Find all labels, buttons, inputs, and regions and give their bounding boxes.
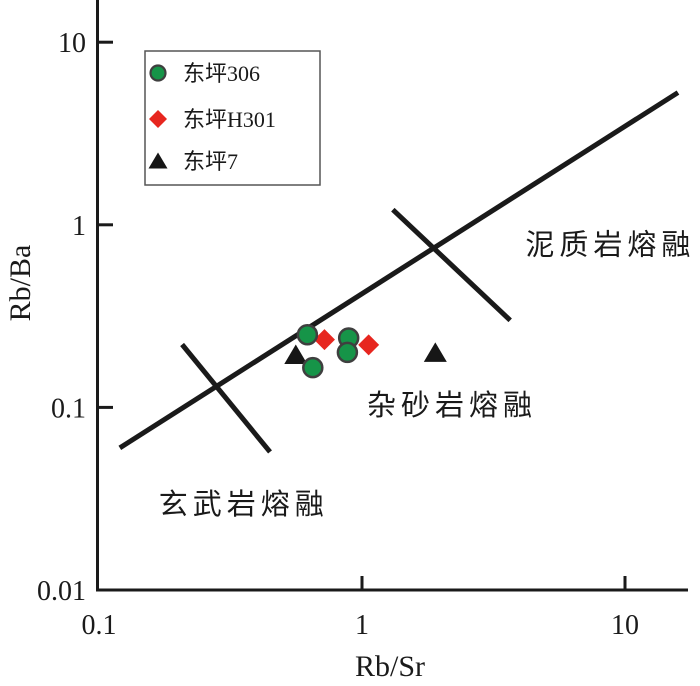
x-axis-title: Rb/Sr [355,650,425,683]
data-point-triangle [284,344,308,364]
y-tick-label: 10 [58,28,86,59]
melting-trend-line [118,90,680,451]
data-point-circle [336,341,359,364]
legend-marker-triangle [148,152,168,169]
legend-box [144,50,321,186]
legend-item-label: 东坪H301 [183,107,276,132]
legend-item-label: 东坪7 [183,149,238,174]
region-label: 玄武岩熔融 [159,488,329,521]
data-point-diamond [358,334,380,356]
y-tick-label: 0.01 [37,576,86,607]
legend-item-label: 东坪306 [183,61,260,86]
data-point-triangle [423,342,447,362]
y-tick-label: 1 [72,211,86,242]
y-axis-title: Rb/Ba [4,245,37,322]
region-label: 泥质岩熔融 [525,229,695,262]
x-tick-label: 0.1 [82,610,117,641]
axes [96,0,688,592]
data-point-circle [302,356,324,379]
field-divider-upper [391,207,512,323]
data-point-diamond [313,329,335,351]
x-tick-label: 10 [611,610,639,641]
region-label: 杂砂岩熔融 [367,389,537,422]
data-points [284,323,447,379]
legend-marker-diamond [149,110,167,128]
y-tick-label: 0.1 [51,393,86,424]
legend-marker-circle [149,64,167,82]
field-divider-lower [180,342,272,454]
data-point-circle [296,323,319,346]
x-tick-label: 1 [355,610,369,641]
field-boundary-lines [118,90,680,454]
legend: 东坪306 东坪H301 东坪7 [144,50,321,186]
